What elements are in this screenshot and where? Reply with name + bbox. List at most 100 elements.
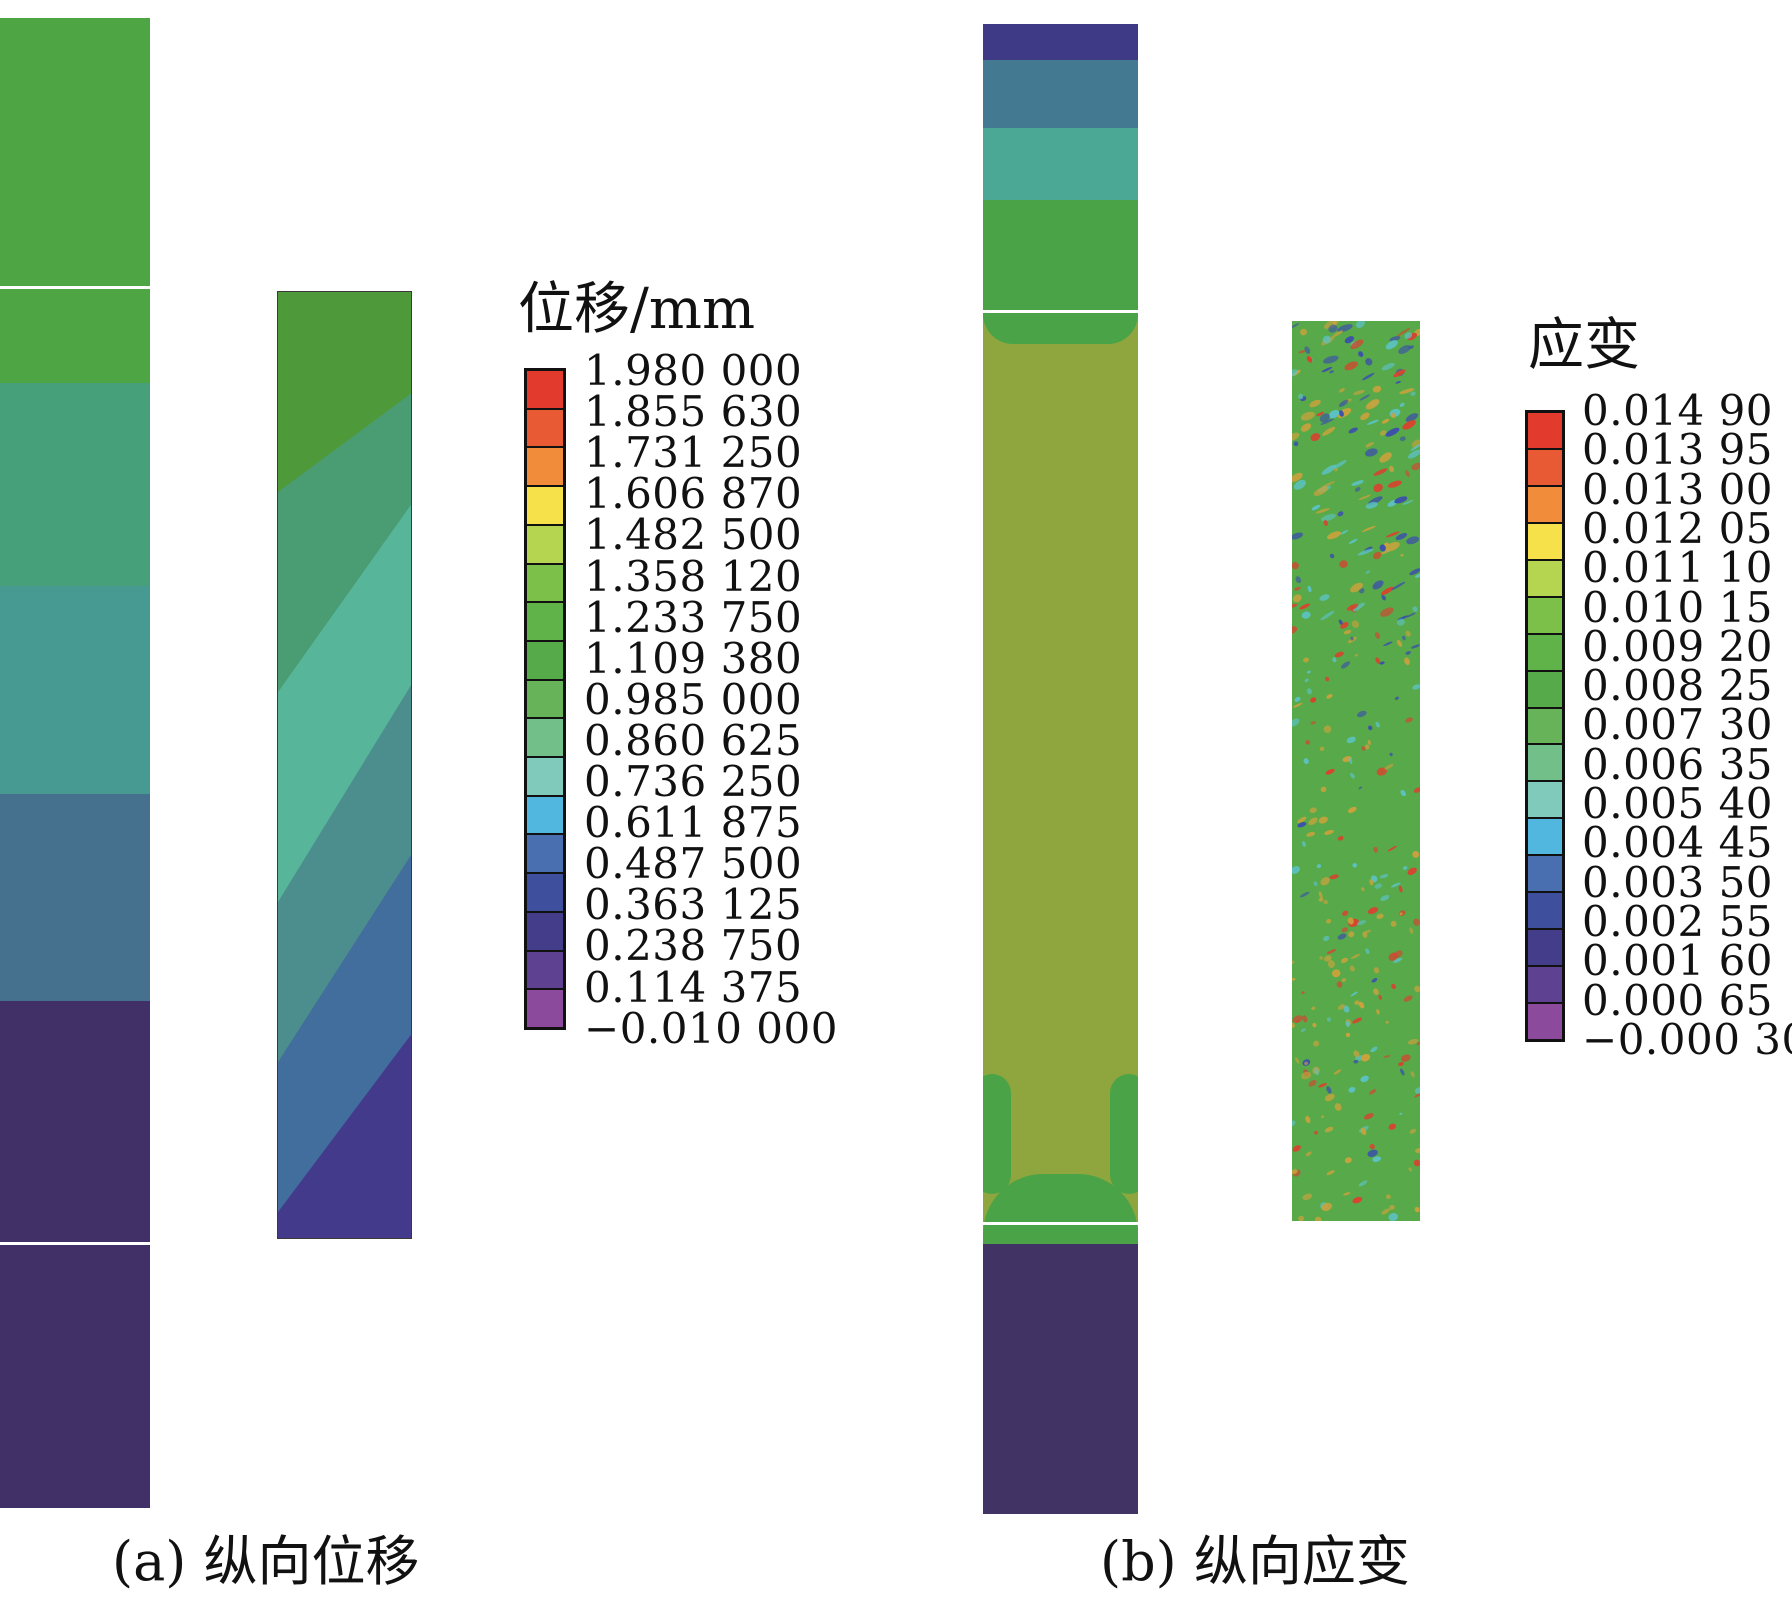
strain-speckle	[1292, 1145, 1301, 1152]
strain-speckle	[1350, 636, 1354, 641]
bar-band	[0, 794, 150, 1001]
strain-speckle	[1365, 948, 1370, 955]
strain-speckle	[1326, 1170, 1335, 1176]
legend-label: 0.002 55	[1582, 896, 1774, 946]
legend-label: 1.109 380	[584, 633, 803, 683]
strain-speckle	[1303, 758, 1309, 765]
strain-speckle	[1383, 1055, 1391, 1058]
legend-color-cell	[527, 564, 563, 604]
bar-band	[983, 24, 1138, 60]
strain-speckle	[1303, 657, 1309, 663]
strain-speckle	[1409, 568, 1420, 576]
strain-speckle	[1344, 336, 1355, 344]
strain-speckle	[1297, 816, 1307, 824]
strain-speckle	[1308, 817, 1318, 826]
strain-speckle	[1412, 850, 1420, 858]
interface-line	[983, 1222, 1138, 1225]
strain-speckle	[1319, 594, 1330, 601]
legend-label: 1.482 500	[584, 510, 803, 560]
strain-speckle	[1395, 532, 1408, 541]
strain-speckle	[1346, 736, 1356, 744]
strain-speckle	[1348, 931, 1355, 938]
legend-label: 0.001 60	[1582, 936, 1774, 986]
strain-speckle	[1399, 436, 1406, 442]
strain-speckle	[1358, 351, 1364, 357]
strain-speckle	[1385, 427, 1400, 437]
strain-speckle	[1310, 433, 1321, 442]
legend-label: 0.011 10	[1582, 543, 1774, 593]
strain-speckle	[1320, 877, 1330, 886]
strain-sample-contour	[1292, 321, 1420, 1221]
strain-speckle	[1406, 612, 1416, 618]
strain-speckle	[1324, 829, 1334, 835]
strain-speckle	[1323, 321, 1339, 329]
strain-speckle	[1375, 657, 1381, 664]
strain-speckle	[1309, 399, 1321, 408]
strain-speckle	[1324, 1126, 1334, 1133]
legend-color-cell	[527, 874, 563, 913]
strain-speckle	[1388, 1123, 1397, 1130]
strain-speckle	[1371, 978, 1378, 983]
strain-speckle	[1356, 920, 1367, 926]
bar-band	[0, 1001, 150, 1508]
legend-color-cell	[1528, 708, 1562, 746]
strain-speckle	[1380, 607, 1394, 617]
strain-speckle	[1364, 744, 1370, 750]
strain-speckle	[1333, 460, 1347, 469]
strain-speckle	[1298, 1215, 1304, 1221]
bar-band	[0, 383, 150, 586]
strain-speckle	[1323, 899, 1328, 905]
strain-speckle	[1320, 418, 1335, 425]
strain-speckle	[1384, 541, 1400, 552]
strain-speckle	[1347, 917, 1354, 925]
strain-speckle	[1298, 350, 1306, 354]
strain-speckle	[1349, 965, 1355, 972]
strain-speckle	[1396, 327, 1411, 337]
strain-speckle	[1340, 622, 1349, 629]
strain-speckle	[1412, 606, 1418, 612]
legend-label: 0.013 95	[1582, 425, 1774, 475]
legend-color-cell	[527, 525, 563, 565]
strain-speckle	[1340, 957, 1349, 963]
strain-speckle	[1415, 1147, 1420, 1153]
strain-speckle	[1358, 786, 1363, 790]
displacement-sample-contour	[278, 292, 411, 1238]
interface-line	[0, 1242, 150, 1245]
strain-speckle	[1300, 1028, 1306, 1032]
strain-speckle	[1376, 767, 1387, 776]
strain-speckle	[1408, 1167, 1412, 1172]
strain-speckle	[1404, 657, 1410, 666]
legend-label: 0.012 05	[1582, 503, 1774, 553]
strain-speckle	[1361, 887, 1365, 892]
strain-speckle	[1384, 763, 1394, 770]
strain-speckle	[1320, 610, 1335, 621]
strain-speckle	[1414, 1206, 1420, 1213]
strain-speckle	[1398, 885, 1403, 893]
strain-speckle	[1389, 1204, 1395, 1210]
strain-speckle	[1389, 336, 1401, 342]
displacement-sample	[277, 291, 412, 1239]
strain-speckle	[1326, 1017, 1331, 1022]
strain-speckle	[1399, 402, 1405, 408]
strain-speckle	[1386, 1194, 1391, 1200]
strain-speckle	[1292, 472, 1303, 482]
strain-speckle	[1413, 918, 1420, 926]
strain-speckle	[1381, 418, 1390, 424]
strain-legend-title: 应变	[1528, 313, 1640, 378]
strain-edge-pocket	[983, 314, 1138, 344]
strain-speckle	[1399, 1112, 1403, 1115]
bar-band	[983, 128, 1138, 200]
strain-speckle	[1414, 572, 1420, 578]
strain-speckle	[1350, 582, 1363, 593]
strain-speckle	[1400, 789, 1406, 797]
legend-cells	[1528, 413, 1562, 1039]
strain-speckle	[1414, 985, 1420, 993]
strain-speckle	[1328, 324, 1338, 333]
strain-speckle	[1340, 661, 1351, 669]
strain-speckle	[1321, 464, 1337, 475]
strain-speckle	[1312, 1022, 1317, 1028]
strain-speckle	[1374, 883, 1383, 889]
strain-speckle	[1320, 513, 1336, 522]
displacement-legend-title: 位移/mm	[518, 277, 756, 342]
strain-speckle	[1413, 787, 1420, 793]
